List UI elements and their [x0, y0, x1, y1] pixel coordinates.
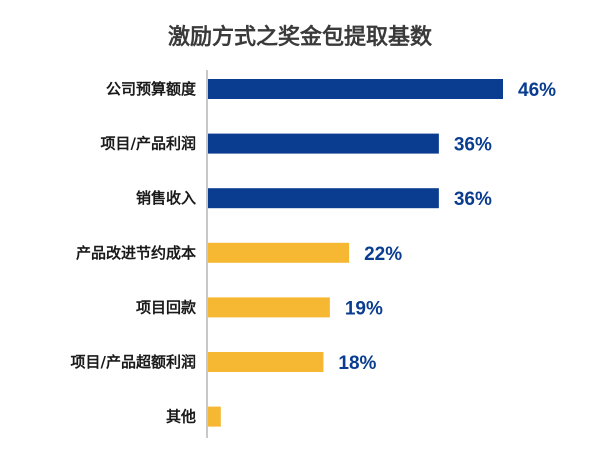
value-label-2: 36%: [454, 135, 492, 156]
bar-6: [208, 352, 324, 372]
value-label-6: 18%: [338, 353, 376, 374]
category-label-7: 其他: [166, 408, 196, 426]
bar-7: [208, 406, 221, 427]
bar-4: [208, 242, 350, 263]
value-label-1: 46%: [518, 80, 556, 101]
category-label-6: 项目/产品超额利润: [71, 353, 196, 371]
bar-group: 公司预算额度 46% 项目/产品利润 36% 销售收入 36% 产品改进节约成本 22% 项目回…: [71, 79, 556, 427]
category-label-5: 项目回款: [136, 298, 197, 316]
category-label-3: 销售收入: [136, 189, 196, 207]
bar-3: [208, 188, 439, 209]
value-label-4: 22%: [364, 244, 402, 265]
category-label-4: 产品改进节约成本: [76, 244, 196, 262]
category-label-2: 项目/产品利润: [101, 135, 196, 153]
category-label-1: 公司预算额度: [106, 80, 197, 98]
value-label-5: 19%: [345, 298, 383, 319]
chart-title: 激励方式之奖金包提取基数: [168, 24, 433, 50]
bar-1: [208, 79, 503, 99]
bar-2: [208, 133, 439, 154]
bar-5: [208, 297, 330, 318]
value-label-3: 36%: [454, 189, 492, 210]
